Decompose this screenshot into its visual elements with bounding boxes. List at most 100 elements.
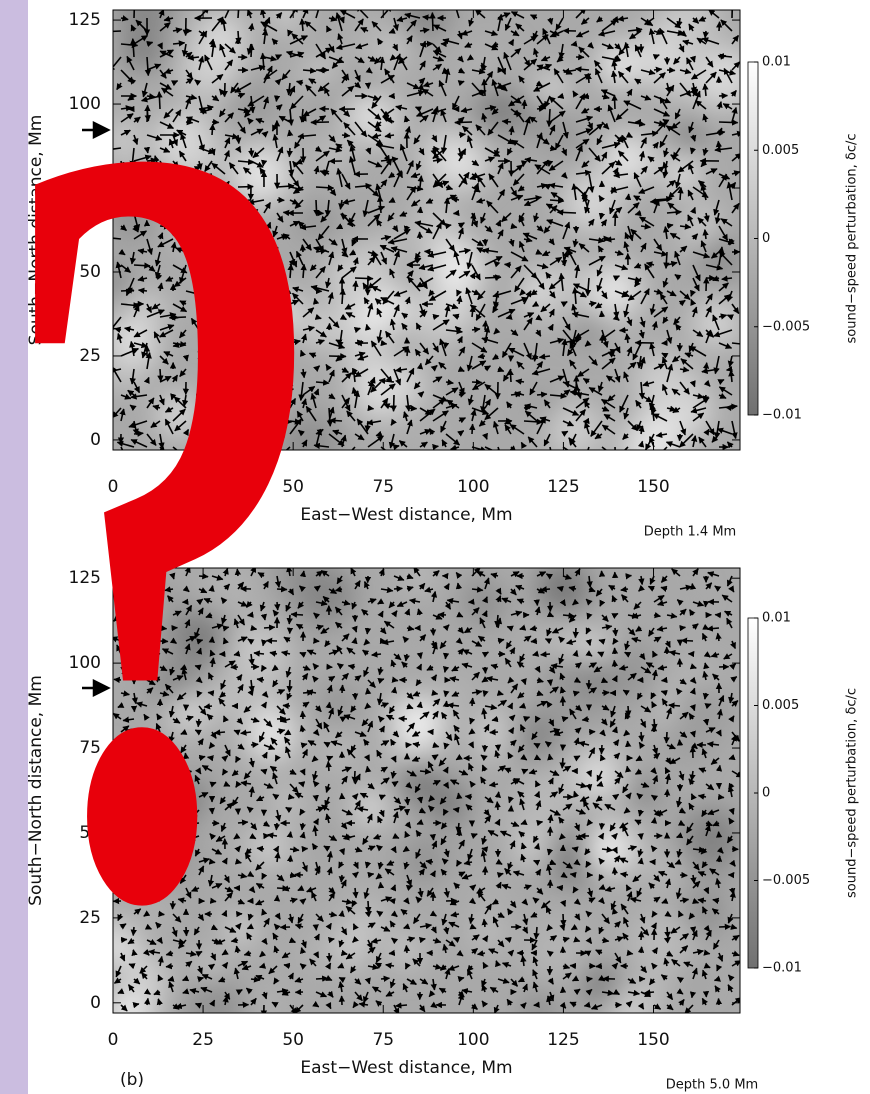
flow-arrow [159, 69, 167, 79]
flow-arrow [285, 50, 304, 58]
flow-arrow [144, 56, 152, 77]
flow-arrow [610, 70, 618, 84]
flow-arrow [481, 918, 488, 928]
flow-arrow [247, 95, 265, 107]
flow-arrow [510, 30, 520, 37]
flow-arrow [497, 56, 507, 75]
flow-arrow [181, 43, 189, 57]
perturbation-blob [645, 852, 679, 886]
flow-arrow [341, 74, 348, 84]
perturbation-blob [428, 783, 470, 825]
flow-arrow [464, 41, 473, 48]
colorbar-tick-label: −0.01 [762, 408, 802, 423]
flow-arrow [456, 792, 463, 800]
flow-arrow [469, 697, 476, 707]
flow-arrow [692, 17, 700, 24]
flow-arrow [720, 19, 733, 32]
flow-arrow [146, 40, 154, 48]
flow-arrow [644, 989, 655, 996]
flow-arrow [371, 20, 382, 32]
flow-arrow [626, 88, 633, 97]
flow-arrow [666, 84, 675, 97]
flow-arrow [395, 1002, 408, 1009]
flow-arrow [364, 627, 372, 635]
colorbar-tick-label: 0.005 [762, 143, 799, 158]
flow-arrow [594, 68, 603, 84]
flow-arrow [455, 822, 462, 834]
flow-arrow [377, 677, 385, 684]
flow-arrow [194, 79, 202, 86]
flow-arrow [611, 659, 619, 668]
flow-arrow [302, 67, 317, 74]
flow-arrow [533, 82, 551, 92]
flow-arrow [156, 91, 163, 110]
flow-arrow [287, 29, 294, 37]
perturbation-blob [642, 414, 675, 447]
flow-arrow [406, 405, 418, 412]
flow-arrow [404, 796, 411, 806]
flow-arrow [414, 106, 423, 113]
flow-arrow [575, 30, 590, 38]
flow-arrow [637, 946, 645, 954]
flow-arrow [354, 275, 374, 282]
flow-arrow [419, 40, 427, 58]
flow-arrow [388, 27, 396, 34]
flow-arrow [617, 15, 629, 22]
flow-arrow [403, 923, 411, 930]
perturbation-blob [359, 21, 390, 52]
flow-arrow [581, 107, 590, 114]
flow-arrow [548, 96, 564, 110]
flow-arrow [504, 17, 512, 31]
flow-arrow [703, 949, 711, 956]
flow-arrow [702, 229, 709, 240]
flow-arrow [546, 679, 554, 686]
flow-arrow [601, 93, 610, 100]
flow-arrow [659, 96, 668, 110]
flow-arrow [371, 651, 382, 658]
perturbation-blob [404, 297, 436, 328]
colorbar-tick-label: −0.005 [762, 319, 810, 334]
flow-arrow [444, 68, 451, 84]
depth-annotation: Depth 5.0 Mm [666, 1078, 758, 1093]
flow-arrow [398, 55, 408, 71]
flow-arrow [510, 47, 522, 58]
flow-arrow [688, 23, 695, 32]
flow-arrow [494, 801, 501, 811]
flow-arrow [355, 43, 369, 50]
flow-arrow [419, 27, 430, 34]
perturbation-blob [429, 287, 478, 336]
flow-arrow [716, 101, 723, 110]
flow-arrow [337, 33, 344, 45]
flow-arrow [390, 884, 397, 892]
flow-arrow [571, 846, 579, 853]
flow-arrow [433, 24, 447, 32]
flow-arrow [339, 10, 356, 19]
flow-arrow [471, 326, 481, 333]
flow-arrow [354, 56, 365, 64]
flow-arrow [595, 962, 603, 970]
perturbation-blob [113, 266, 130, 297]
flow-arrow [547, 753, 554, 761]
flow-arrow [536, 105, 546, 112]
perturbation-blob [417, 181, 447, 210]
flow-arrow [640, 69, 656, 76]
flow-arrow [384, 68, 395, 84]
perturbation-blob [603, 133, 654, 184]
flow-arrow [469, 423, 476, 435]
flow-arrow [218, 108, 226, 118]
flow-arrow [442, 652, 450, 660]
flow-arrow [556, 209, 577, 216]
flow-arrow [380, 975, 391, 982]
flow-arrow [596, 15, 604, 23]
flow-arrow [521, 99, 528, 110]
flow-arrow [352, 280, 359, 292]
flow-arrow [185, 77, 194, 85]
flow-arrow [676, 739, 684, 746]
flow-arrow [129, 77, 137, 85]
flow-arrow [338, 874, 346, 883]
flow-arrow [572, 690, 580, 697]
flow-arrow [315, 10, 320, 19]
flow-arrow [443, 742, 450, 750]
perturbation-blob [677, 962, 707, 992]
flow-arrow [491, 41, 499, 48]
